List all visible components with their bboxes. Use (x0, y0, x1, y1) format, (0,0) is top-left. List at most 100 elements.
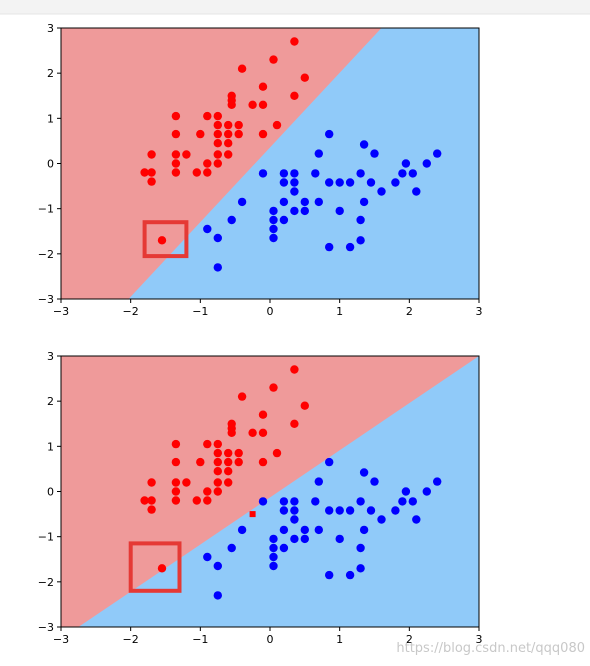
red-data-point (213, 478, 222, 487)
red-data-point (258, 410, 268, 419)
red-data-point (234, 120, 243, 130)
blue-data-point (366, 506, 376, 515)
red-data-point (224, 129, 233, 139)
blue-data-point (203, 224, 212, 234)
blue-data-point (377, 515, 386, 524)
red-data-point (203, 159, 212, 168)
y-tick-label: 2 (47, 395, 54, 408)
x-tick-label: −3 (53, 633, 69, 646)
red-data-point (237, 64, 247, 73)
blue-data-point (279, 506, 289, 515)
blue-data-point (325, 242, 334, 252)
red-data-point (237, 392, 247, 401)
blue-data-point (258, 169, 268, 178)
red-data-point (147, 150, 156, 159)
red-data-point (300, 73, 309, 82)
blue-data-point (269, 215, 278, 225)
blue-data-point (356, 169, 365, 178)
red-data-point (147, 496, 156, 505)
red-data-point (171, 439, 181, 449)
blue-data-point (279, 197, 289, 207)
blue-data-point (269, 552, 278, 562)
blue-data-point (237, 525, 247, 535)
blue-data-point (279, 497, 289, 506)
red-data-point (203, 111, 212, 121)
blue-data-point (279, 543, 289, 553)
red-data-point (203, 496, 212, 505)
blue-data-point (314, 149, 323, 158)
blue-data-point (290, 187, 299, 196)
blue-data-point (258, 497, 268, 506)
blue-data-point (345, 178, 355, 187)
y-tick-label: −2 (38, 248, 54, 261)
y-tick-label: 0 (47, 158, 54, 171)
y-tick-label: 1 (47, 440, 54, 453)
blue-data-point (377, 187, 386, 196)
blue-data-point (325, 570, 334, 580)
y-tick-label: −2 (38, 576, 54, 589)
red-data-point (171, 168, 181, 177)
red-data-point (234, 457, 243, 467)
blue-data-point (359, 525, 369, 535)
x-tick-label: −2 (123, 633, 139, 646)
red-data-point (213, 139, 222, 148)
blue-data-point (398, 169, 407, 178)
decision-plot-bottom: −3 −2 −1 0 1 2 3 −3 −2 −1 0 1 2 3 (38, 350, 483, 646)
red-data-point (213, 487, 222, 496)
blue-data-point (345, 506, 355, 515)
blue-data-point (359, 468, 369, 477)
x-tick-label: −3 (53, 305, 69, 318)
blue-data-point (290, 169, 299, 178)
red-data-point (300, 401, 309, 410)
blue-data-point (366, 178, 376, 187)
red-data-point (224, 467, 233, 476)
red-data-point (272, 448, 282, 458)
red-data-point (224, 457, 233, 467)
x-tick-label: 2 (406, 633, 413, 646)
red-data-point (147, 177, 156, 186)
blue-data-point (391, 178, 400, 187)
y-tick-label: 1 (47, 112, 54, 125)
blue-data-point (412, 187, 421, 196)
red-data-point (290, 365, 299, 374)
blue-data-point (359, 140, 369, 149)
blue-data-point (433, 149, 442, 158)
red-data-point (203, 487, 212, 496)
blue-data-point (290, 497, 299, 506)
blue-data-point (269, 206, 278, 216)
red-data-point (192, 168, 201, 177)
x-tick-label: 3 (476, 633, 483, 646)
blue-data-point (290, 534, 299, 544)
red-data-point (258, 129, 268, 139)
red-data-point (213, 159, 222, 168)
blue-data-point (269, 233, 278, 243)
red-data-point (171, 150, 181, 159)
red-data-point (248, 100, 257, 110)
blue-data-point (345, 242, 355, 252)
blue-data-point (401, 487, 411, 496)
blue-data-point (300, 534, 309, 544)
red-data-point (140, 496, 149, 505)
y-tick-label: −3 (38, 293, 54, 306)
blue-data-point (325, 178, 334, 187)
blue-data-point (279, 215, 289, 225)
red-data-point (213, 467, 222, 476)
blue-data-point (314, 525, 323, 535)
red-data-point (213, 120, 222, 130)
blue-data-point (398, 497, 407, 506)
red-data-point (269, 383, 278, 392)
blue-data-point (213, 591, 222, 600)
red-data-point (157, 564, 167, 573)
red-data-point (171, 487, 181, 496)
blue-data-point (269, 534, 278, 544)
blue-data-point (290, 178, 299, 187)
red-data-point (227, 100, 236, 110)
red-data-point (171, 457, 181, 467)
red-data-point (234, 129, 243, 139)
highlight-box (128, 541, 182, 593)
blue-data-point (356, 215, 365, 225)
y-tick-label: −1 (38, 203, 54, 216)
blue-data-point (335, 506, 344, 515)
red-data-point (171, 159, 181, 168)
y-tick-label: 2 (47, 67, 54, 80)
